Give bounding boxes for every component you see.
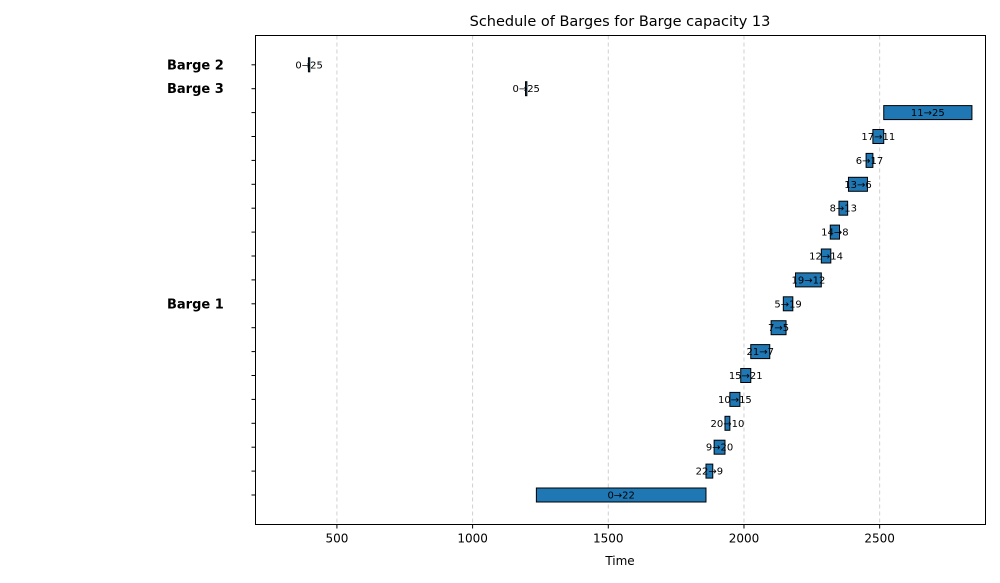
x-tick-label: 1000 <box>457 532 488 546</box>
task-bar-label: 21→7 <box>747 347 774 358</box>
y-row-label: Barge 1 <box>167 297 224 312</box>
y-row-label: Barge 2 <box>167 58 224 73</box>
task-bar <box>307 57 311 73</box>
plot-frame <box>255 35 986 525</box>
task-bar-label: 11→25 <box>911 108 945 119</box>
task-bar-label: 14→8 <box>821 228 848 239</box>
task-bar <box>883 105 973 121</box>
task-bar-label: 15→21 <box>729 371 763 382</box>
x-tick-label: 500 <box>325 532 348 546</box>
task-bar <box>525 81 528 97</box>
task-bar-label: 9→20 <box>706 443 733 454</box>
x-axis-label: Time <box>604 554 634 568</box>
task-bar <box>847 176 868 192</box>
task-bars: 0→25 0→25 0→22 22→9 9→20 20→10 10→15 15→21 21→7 7… <box>295 57 973 503</box>
task-bar-label: 5→19 <box>774 299 801 310</box>
task-bar-label: 8→13 <box>830 204 857 215</box>
task-bar-label: 0→25 <box>295 60 322 71</box>
task-bar-label: 17→11 <box>861 132 895 143</box>
x-tick-label: 1500 <box>593 532 624 546</box>
chart-title: Schedule of Barges for Barge capacity 13 <box>470 14 771 30</box>
task-bar <box>740 368 752 383</box>
task-bar <box>770 320 787 336</box>
task-bar-label: 6→17 <box>856 156 883 167</box>
task-bar <box>729 391 741 407</box>
task-bar <box>795 272 822 288</box>
task-bar <box>750 344 771 360</box>
grid-lines <box>336 35 881 525</box>
task-bar-label: 13→6 <box>844 180 871 191</box>
task-bar <box>782 296 794 312</box>
task-bar <box>829 224 841 240</box>
y-axis: Barge 3 Barge 2 Barge 1 <box>167 58 256 496</box>
task-bar-label: 10→15 <box>718 395 752 406</box>
task-bar <box>838 200 849 216</box>
task-bar <box>724 415 731 431</box>
task-bar <box>872 129 885 144</box>
task-bar-label: 0→25 <box>512 84 539 95</box>
task-bar <box>535 487 707 503</box>
task-bar <box>713 439 726 455</box>
x-tick-label: 2000 <box>729 532 760 546</box>
task-bar-label: 20→10 <box>711 419 745 430</box>
x-axis: 500 1000 1500 2000 2500 <box>325 524 895 546</box>
task-bar <box>705 463 714 479</box>
task-bar <box>820 248 832 264</box>
y-row-label: Barge 3 <box>167 82 224 97</box>
x-tick-label: 2500 <box>864 532 895 546</box>
task-bar-label: 22→9 <box>696 467 723 478</box>
task-bar-label: 12→14 <box>809 252 843 263</box>
task-bar-label: 19→12 <box>792 275 826 286</box>
task-bar-label: 7→5 <box>768 323 789 334</box>
task-bar <box>865 152 874 168</box>
task-bar-label: 0→22 <box>607 491 634 502</box>
